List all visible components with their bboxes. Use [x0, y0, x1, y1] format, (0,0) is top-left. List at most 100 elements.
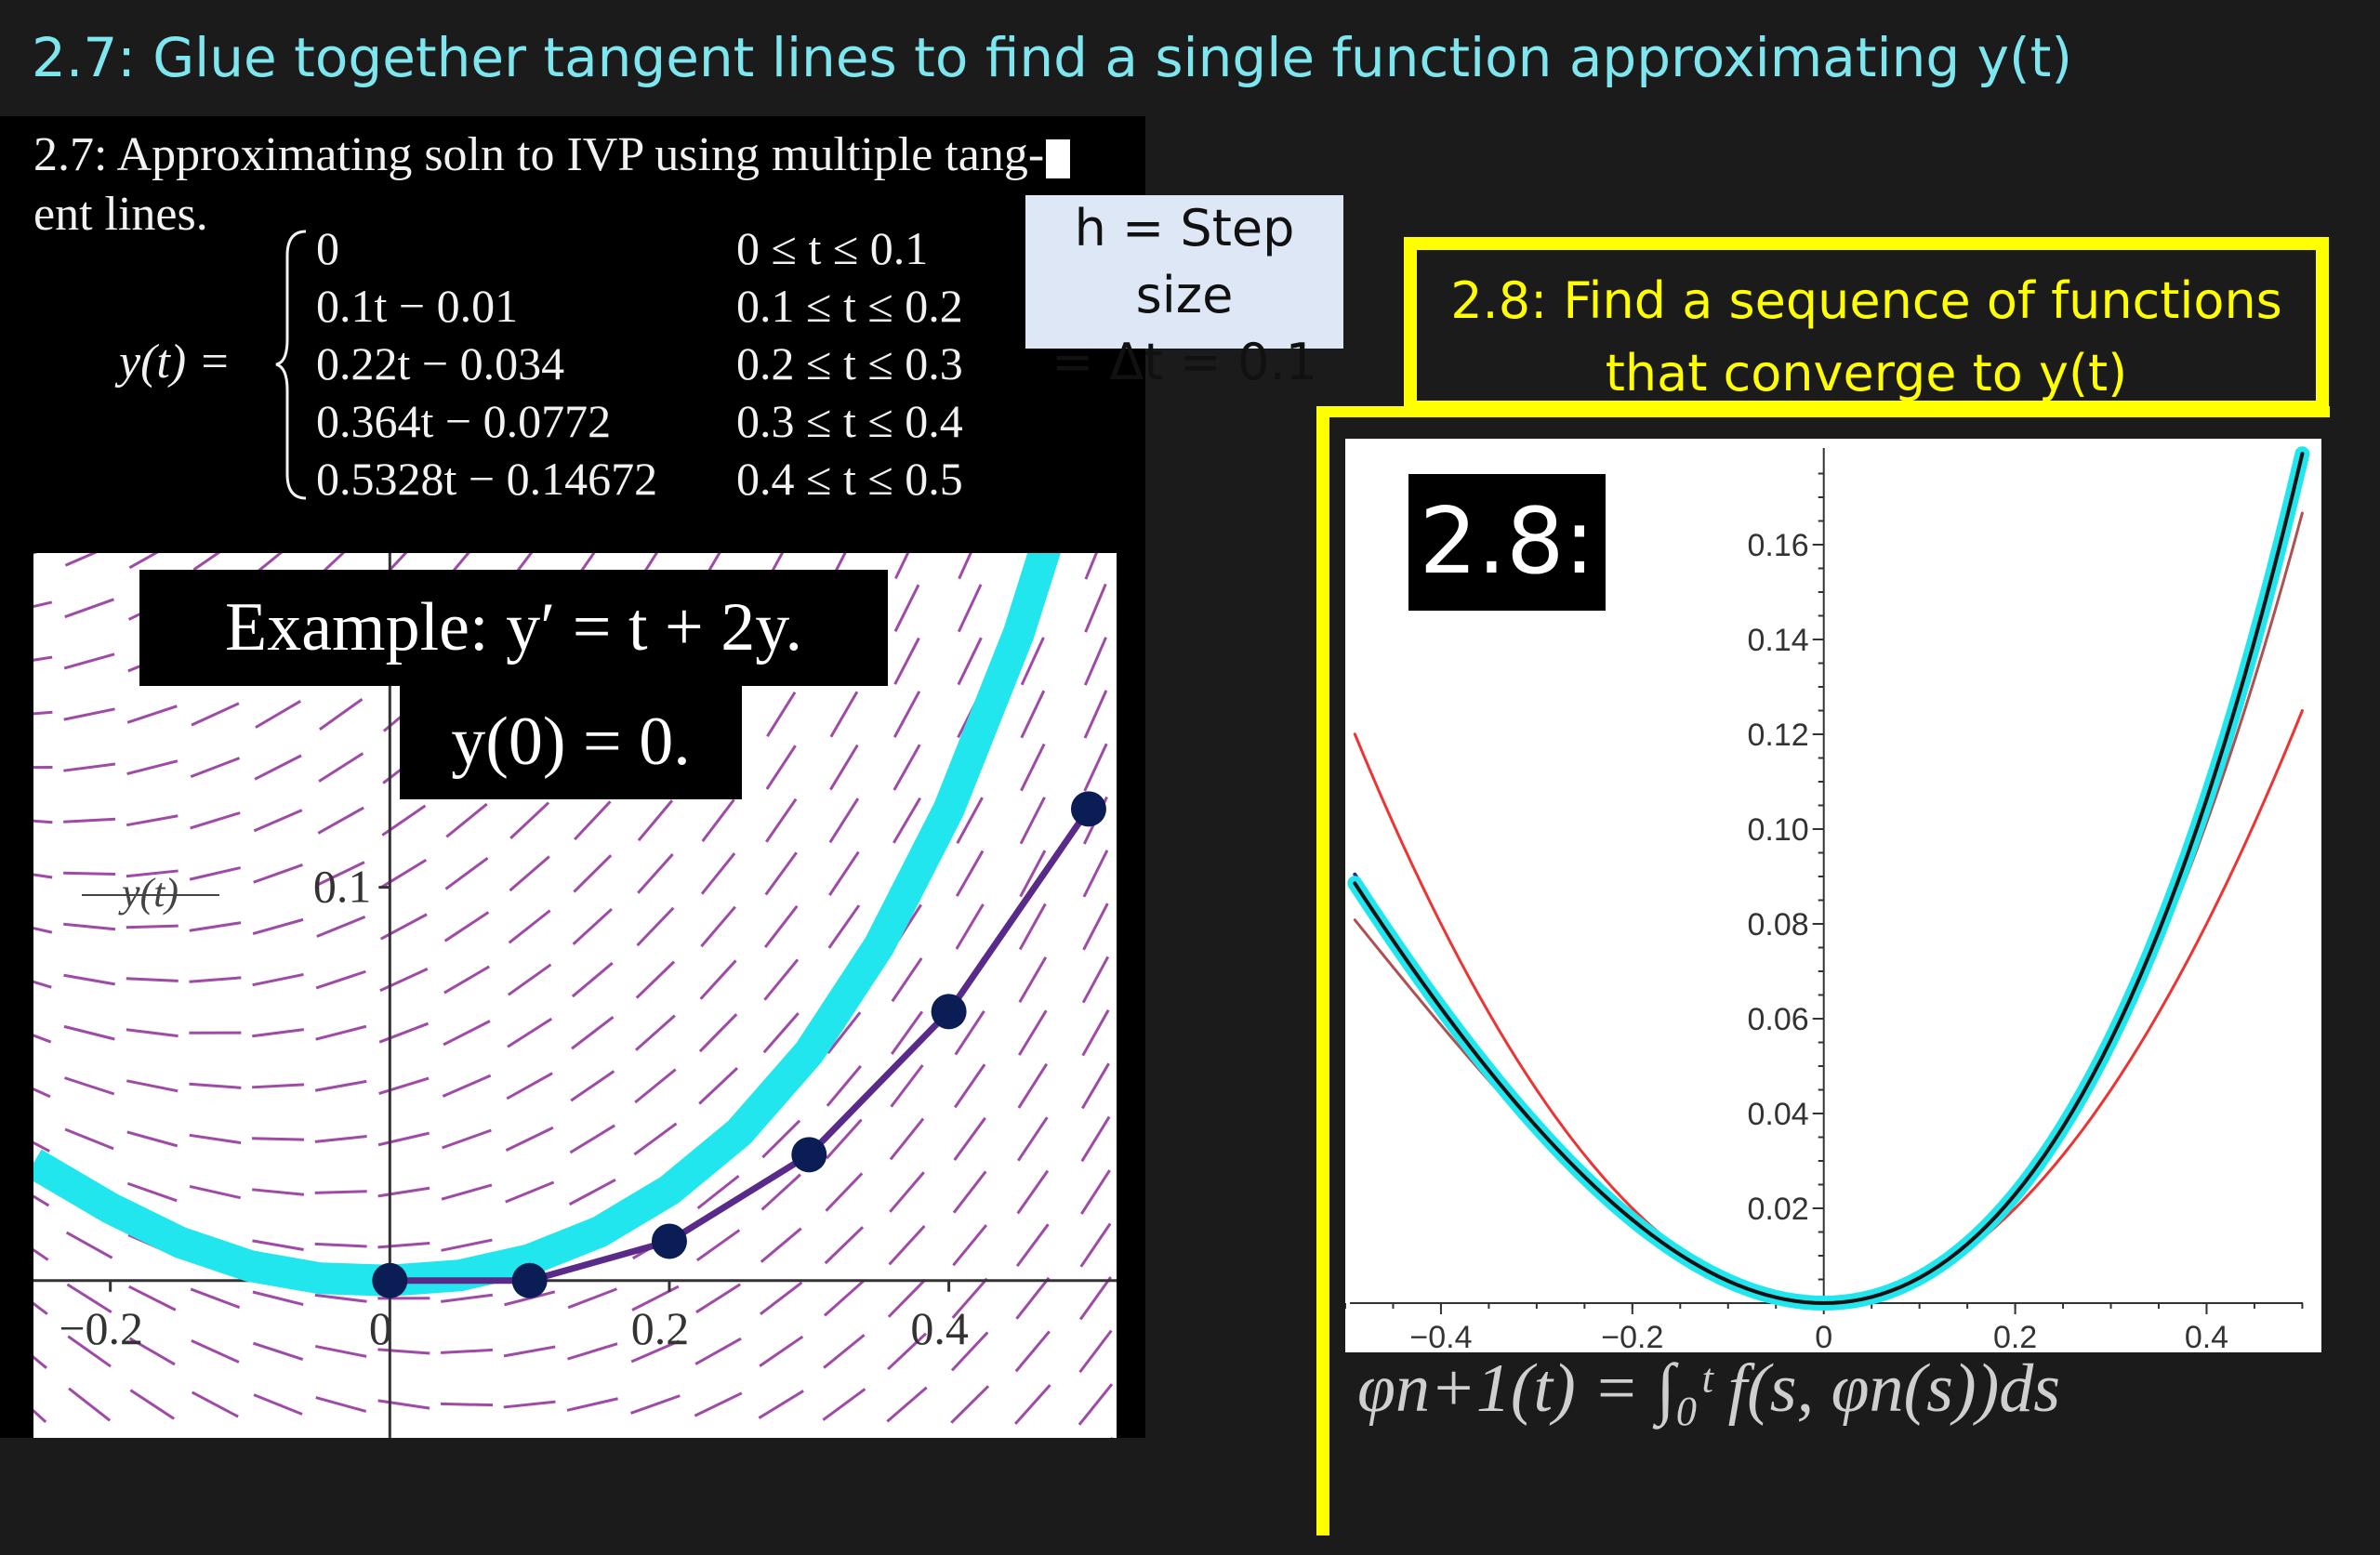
slope-segment [67, 1335, 112, 1368]
slope-segment [822, 1388, 866, 1421]
slope-segment [1017, 1116, 1049, 1162]
slope-segment [126, 1028, 178, 1038]
approximations-svg: −0.4 −0.2 0 0.2 0.4 0.02 0.04 0.06 0.08 0.10 0.12 0… [1344, 446, 2310, 1355]
slope-segment [765, 745, 797, 790]
slope-segment [126, 814, 178, 827]
slope-segment [1020, 690, 1046, 739]
piece-expr: 0.1t − 0.01 [316, 280, 519, 332]
slope-segment [953, 1116, 986, 1161]
slope-segment [696, 1175, 740, 1210]
slope-segment [950, 1331, 989, 1372]
slope-segment [700, 852, 736, 895]
slope-segment [192, 539, 238, 572]
slope-segment [252, 1188, 305, 1196]
slope-segment [63, 1024, 115, 1041]
slope-segment [1080, 1115, 1111, 1163]
slope-segment [314, 1242, 367, 1248]
slope-segment [958, 530, 983, 580]
slope-segment [698, 1013, 738, 1053]
slope-segment [5, 1281, 48, 1315]
slope-segment [129, 1389, 176, 1420]
slope-segment [252, 1083, 305, 1089]
slope-segment [252, 1341, 304, 1362]
slope-segment [1015, 1276, 1051, 1320]
slope-segment [314, 1293, 367, 1303]
slope-segment [189, 1133, 242, 1145]
curve-label: y(t) [118, 870, 178, 916]
slope-segment [63, 922, 116, 931]
slope-segment [507, 963, 552, 996]
slope-segment [827, 904, 861, 949]
slope-segment [1083, 743, 1108, 792]
slope-segment [443, 911, 490, 942]
section-2-8-line-2: that converge to y(t) [1605, 344, 2128, 402]
slope-segment [566, 1397, 618, 1412]
slope-segment [886, 1386, 928, 1423]
slope-segment [0, 868, 53, 879]
slope-segment [252, 1239, 304, 1251]
slope-segment [126, 1079, 178, 1093]
slope-segment [1019, 850, 1047, 898]
slope-segment [504, 1290, 556, 1307]
piece-expr: 0 [316, 222, 339, 274]
slope-segment [635, 960, 676, 999]
slope-segment [630, 1394, 681, 1415]
slope-segment [509, 855, 550, 892]
step-size-line-2: = Δt = 0.1 [1051, 333, 1317, 391]
slope-segment [694, 1337, 742, 1365]
slope-segment [954, 1009, 985, 1056]
slope-segment [695, 1283, 742, 1314]
slope-segment [314, 1344, 367, 1358]
slope-segment [0, 817, 53, 824]
x-tick-label: −0.4 [1409, 1320, 1472, 1352]
slope-segment [951, 1277, 988, 1319]
slope-segment [252, 917, 304, 935]
euler-point [511, 1262, 548, 1298]
slope-segment [1015, 1223, 1050, 1268]
slope-segment [189, 921, 242, 932]
slope-segment [700, 905, 736, 948]
slope-segment [4, 1229, 49, 1261]
x-tick-label: 0.2 [1993, 1320, 2037, 1352]
slope-segment [189, 1082, 242, 1089]
slope-segment [1084, 583, 1107, 633]
slope-segment [636, 906, 675, 947]
slope-segment [758, 1390, 804, 1419]
slope-segment [63, 817, 116, 824]
section-heading: 2.7: Approximating soln to IVP using mul… [33, 125, 1149, 244]
slope-segment [441, 1293, 493, 1303]
slope-segment [440, 1348, 494, 1354]
slope-segment [571, 1016, 615, 1050]
slope-segment [571, 961, 614, 998]
step-size-box: h = Step size = Δt = 0.1 [1025, 195, 1343, 391]
slope-segment [570, 1070, 615, 1102]
picard-iteration-formula: φn+1(t) = ∫₀ᵗ f(s, φn(s))ds [1357, 1351, 2061, 1427]
slope-segment [128, 541, 176, 570]
slope-segment [315, 1024, 367, 1041]
slope-segment [1081, 955, 1110, 1004]
slope-segment [567, 1342, 618, 1361]
y-tick-label: 0.1 [313, 861, 372, 913]
slope-segment [955, 903, 985, 950]
slope-segment [694, 1391, 743, 1417]
slope-segment [1082, 850, 1109, 898]
slope-segment [191, 1338, 240, 1364]
section-line-1: 2.7: Approximating soln to IVP using mul… [33, 128, 1045, 181]
euler-point [372, 1262, 408, 1298]
slope-segment [1079, 1169, 1111, 1215]
y-tick-label: 0.06 [1748, 1002, 1809, 1037]
slope-segment [1082, 903, 1109, 951]
slope-segment [1017, 1062, 1049, 1109]
slope-segment [762, 1012, 800, 1054]
piece-cond: 0.1 ≤ t ≤ 0.2 [736, 280, 963, 332]
slope-segment [828, 797, 860, 844]
slope-segment [503, 1400, 556, 1409]
slope-segment [63, 652, 115, 670]
slope-segment [503, 1345, 556, 1358]
slope-segment [126, 759, 178, 775]
slope-segment [443, 1020, 491, 1047]
slope-segment [126, 869, 178, 878]
slope-segment [252, 1137, 305, 1141]
slope-segment [377, 1348, 430, 1355]
euler-point [931, 994, 967, 1030]
